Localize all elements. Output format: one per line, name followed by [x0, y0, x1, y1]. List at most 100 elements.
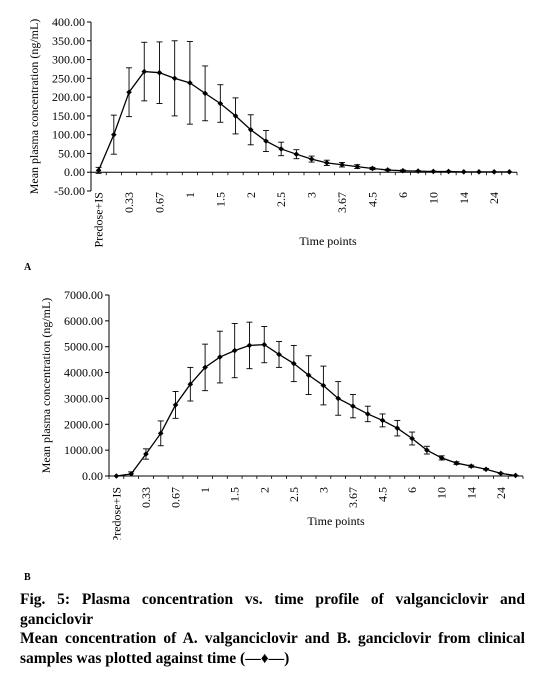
- data-point: [276, 351, 282, 358]
- chart-b: 0.00 1000.00 2000.00 3000.00 4000.00 5000.00 6…: [39, 288, 524, 540]
- data-point: [202, 90, 208, 97]
- y-axis-title: Mean plasma concentration (ng/mL): [39, 298, 53, 474]
- y-tick-label: 150.00: [52, 109, 85, 123]
- y-tick-label: 200.00: [52, 90, 85, 104]
- data-point: [339, 161, 345, 168]
- y-axis-title: Mean plasma concentration (ng/mL): [27, 19, 41, 195]
- x-axis-title: Time points: [299, 234, 357, 248]
- data-point: [217, 100, 224, 107]
- data-point: [483, 466, 489, 473]
- data-point: [350, 403, 356, 409]
- data-point: [476, 169, 482, 175]
- y-tick-label: 5000.00: [64, 340, 103, 354]
- panel-label-a: A: [24, 262, 32, 273]
- x-axis-title: Time points: [307, 514, 365, 528]
- x-tick-label: 0.33: [122, 192, 136, 213]
- caption-description: Mean concentration of A. valganciclovir …: [20, 629, 525, 668]
- data-point: [512, 472, 519, 479]
- data-point: [324, 160, 330, 166]
- y-tick-label: 0.00: [64, 165, 85, 179]
- caption-text: Mean concentration of A. valganciclovir …: [20, 630, 525, 667]
- data-point: [95, 167, 102, 174]
- y-tick-label: 3000.00: [64, 391, 103, 405]
- x-tick-label: 0.33: [139, 487, 153, 508]
- data-point: [506, 169, 513, 175]
- x-tick-label: 1.5: [213, 192, 227, 207]
- data-point: [430, 168, 437, 175]
- data-point: [187, 80, 193, 86]
- x-tick-label: 3: [305, 192, 319, 198]
- x-tick-label: 1: [198, 487, 212, 493]
- x-tick-label: 3: [316, 487, 330, 493]
- x-tick-label: 10: [435, 487, 449, 499]
- data-point: [113, 473, 120, 479]
- x-tick-label: 2.5: [287, 487, 301, 502]
- panel-label-b: B: [24, 572, 31, 583]
- x-tick-label: 1.5: [228, 487, 242, 502]
- y-tick-label: 300.00: [52, 53, 85, 67]
- data-point: [415, 168, 421, 174]
- caption-title: Fig. 5: Plasma concentration vs. time pr…: [20, 591, 525, 628]
- data-point: [438, 455, 445, 461]
- data-point: [498, 470, 504, 477]
- y-tick-label: 100.00: [52, 128, 85, 142]
- data-point: [409, 435, 415, 442]
- data-point: [171, 75, 178, 82]
- data-point: [468, 463, 475, 469]
- y-tick-label: -50.00: [54, 184, 85, 198]
- series-line: [98, 70, 510, 173]
- x-tick-label: 24: [487, 192, 501, 204]
- x-tick-label: 2.5: [274, 192, 288, 207]
- caption-close-paren: ): [284, 649, 290, 667]
- legend-marker-icon: —♦—: [245, 649, 285, 667]
- chart-a: -50.00 0.00 50.00 100.00 150.00 200.00 250.00 3…: [27, 15, 518, 248]
- y-tick-label: 6000.00: [64, 314, 103, 328]
- data-point: [156, 69, 163, 76]
- data-point: [143, 451, 149, 457]
- x-tick-label: 10: [426, 192, 440, 204]
- x-tick-label: 4.5: [365, 192, 379, 207]
- x-tick-label: 0.67: [152, 192, 166, 213]
- data-point: [384, 167, 391, 173]
- x-tick-label: 1: [183, 192, 197, 198]
- y-tick-label: 350.00: [52, 34, 85, 48]
- data-point: [293, 151, 300, 157]
- y-tick-label: 250.00: [52, 71, 85, 85]
- data-point: [231, 347, 238, 354]
- data-point: [400, 167, 406, 174]
- data-point: [261, 341, 268, 348]
- data-point: [308, 156, 315, 162]
- y-tick-label: 50.00: [58, 146, 85, 160]
- data-point: [128, 471, 134, 477]
- y-tick-label: 7000.00: [64, 288, 103, 302]
- data-point: [247, 126, 254, 133]
- data-point: [278, 146, 284, 152]
- y-tick-label: 1000.00: [64, 443, 103, 457]
- y-tick-label: 4000.00: [64, 366, 103, 380]
- data-point: [305, 372, 312, 378]
- series-line: [116, 343, 516, 477]
- data-point: [141, 68, 148, 75]
- data-point: [246, 342, 253, 349]
- y-tick-label: 2000.00: [64, 417, 103, 431]
- x-tick-label: 14: [457, 192, 471, 204]
- x-tick-label: Predose+IS: [109, 487, 123, 540]
- x-tick-label: 14: [464, 487, 478, 499]
- data-point: [491, 169, 497, 175]
- data-point: [232, 113, 239, 119]
- data-point: [263, 138, 269, 144]
- data-point: [126, 89, 132, 96]
- y-tick-label: 0.00: [82, 469, 103, 483]
- x-tick-label: 3.67: [346, 487, 360, 508]
- data-point: [379, 417, 386, 424]
- data-point: [453, 460, 460, 466]
- x-tick-label: 2: [244, 192, 258, 198]
- data-point: [445, 168, 452, 175]
- x-tick-label: 3.67: [335, 192, 349, 213]
- data-point: [157, 430, 164, 437]
- data-point: [187, 381, 194, 388]
- data-point: [291, 360, 297, 367]
- x-tick-label: 6: [396, 192, 410, 198]
- data-point: [460, 169, 467, 175]
- data-point: [424, 447, 430, 453]
